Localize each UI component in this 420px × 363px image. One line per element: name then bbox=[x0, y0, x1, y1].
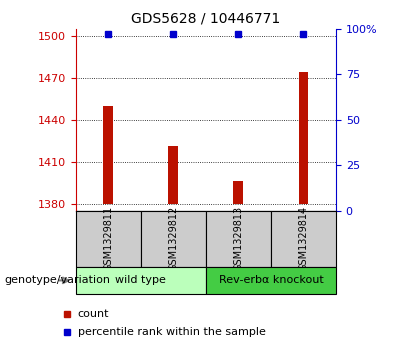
Bar bbox=[206, 211, 271, 267]
Bar bbox=[234, 181, 243, 204]
Bar bbox=[271, 211, 336, 267]
Text: GSM1329813: GSM1329813 bbox=[234, 206, 243, 271]
Bar bbox=[76, 267, 206, 294]
Text: GSM1329811: GSM1329811 bbox=[103, 206, 113, 271]
Bar bbox=[168, 146, 178, 204]
Text: wild type: wild type bbox=[115, 276, 166, 285]
Text: GSM1329812: GSM1329812 bbox=[168, 206, 178, 271]
Bar bbox=[76, 211, 141, 267]
Text: genotype/variation: genotype/variation bbox=[4, 276, 110, 285]
Text: count: count bbox=[78, 309, 109, 319]
Text: GSM1329814: GSM1329814 bbox=[299, 206, 308, 271]
Bar bbox=[299, 72, 308, 204]
Bar bbox=[206, 267, 336, 294]
Bar bbox=[103, 106, 113, 204]
Text: Rev-erbα knockout: Rev-erbα knockout bbox=[218, 276, 323, 285]
Title: GDS5628 / 10446771: GDS5628 / 10446771 bbox=[131, 11, 281, 25]
Text: percentile rank within the sample: percentile rank within the sample bbox=[78, 327, 265, 337]
Bar bbox=[141, 211, 206, 267]
